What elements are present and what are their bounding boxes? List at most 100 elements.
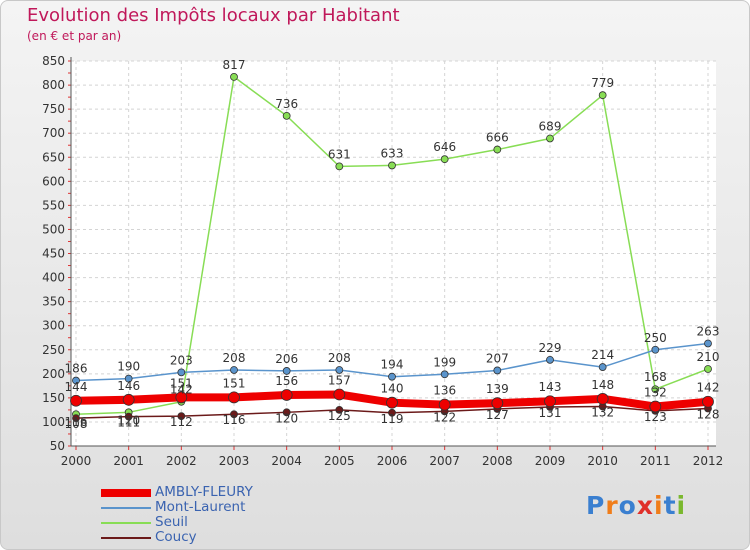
data-label-coucy: 112 bbox=[170, 415, 193, 429]
data-label-mont-laurent: 208 bbox=[223, 351, 246, 365]
data-point-mont-laurent bbox=[388, 372, 396, 381]
data-point-mont-laurent bbox=[598, 363, 607, 371]
legend-label: Mont-Laurent bbox=[155, 499, 246, 515]
logo-letter: P bbox=[586, 491, 606, 520]
y-tick-label: 650 bbox=[42, 150, 65, 164]
data-point-seuil bbox=[282, 111, 291, 120]
data-label-mont-laurent: 250 bbox=[644, 331, 667, 345]
data-point-seuil bbox=[651, 385, 660, 394]
data-point-ambly-fleury bbox=[280, 389, 293, 401]
data-point-seuil bbox=[493, 145, 502, 154]
data-label-ambly-fleury: 148 bbox=[591, 378, 614, 392]
y-tick-label: 50 bbox=[50, 439, 65, 453]
x-tick-label: 2011 bbox=[640, 454, 671, 468]
data-label-ambly-fleury: 132 bbox=[644, 386, 667, 400]
legend-swatch bbox=[101, 489, 151, 497]
data-label-mont-laurent: 190 bbox=[117, 360, 140, 374]
data-point-seuil bbox=[230, 72, 238, 81]
x-tick-label: 2008 bbox=[482, 454, 513, 468]
data-label-coucy: 119 bbox=[381, 412, 404, 426]
legend-item-ambly-fleury: AMBLY-FLEURY bbox=[101, 484, 321, 500]
legend-label: Coucy bbox=[155, 529, 197, 545]
x-tick-label: 2006 bbox=[377, 454, 408, 468]
data-label-mont-laurent: 194 bbox=[381, 358, 404, 372]
x-tick-label: 2003 bbox=[219, 454, 250, 468]
x-tick-label: 2009 bbox=[535, 454, 566, 468]
proxiti-logo[interactable]: Proxiti bbox=[586, 491, 686, 520]
legend-label: AMBLY-FLEURY bbox=[155, 484, 253, 500]
data-label-mont-laurent: 207 bbox=[486, 351, 509, 365]
y-tick-label: 700 bbox=[42, 126, 65, 140]
data-label-coucy: 128 bbox=[697, 407, 720, 421]
y-tick-label: 550 bbox=[42, 198, 65, 212]
data-point-coucy bbox=[72, 414, 80, 422]
y-tick-label: 750 bbox=[42, 102, 65, 116]
data-label-mont-laurent: 199 bbox=[433, 355, 456, 369]
data-label-mont-laurent: 263 bbox=[697, 324, 720, 338]
data-point-coucy bbox=[124, 412, 133, 421]
y-tick-label: 350 bbox=[42, 295, 65, 309]
data-point-ambly-fleury bbox=[70, 394, 82, 407]
data-point-coucy bbox=[177, 412, 186, 421]
chart-subtitle: (en € et par an) bbox=[27, 29, 122, 43]
chart-title: Evolution des Impôts locaux par Habitant bbox=[27, 5, 400, 26]
data-label-ambly-fleury: 156 bbox=[275, 374, 298, 388]
data-point-mont-laurent bbox=[704, 339, 712, 348]
data-label-seuil: 666 bbox=[486, 131, 509, 145]
legend-label: Seuil bbox=[155, 514, 188, 530]
x-tick-label: 2004 bbox=[271, 454, 302, 468]
data-point-mont-laurent bbox=[546, 355, 554, 364]
y-tick-label: 450 bbox=[42, 247, 65, 261]
legend-swatch bbox=[101, 537, 151, 539]
data-point-ambly-fleury bbox=[438, 398, 451, 411]
y-tick-label: 500 bbox=[42, 222, 65, 236]
data-point-ambly-fleury bbox=[491, 397, 504, 410]
y-tick-label: 850 bbox=[42, 54, 65, 68]
data-point-mont-laurent bbox=[440, 370, 449, 379]
data-label-seuil: 817 bbox=[223, 58, 246, 72]
data-label-seuil: 120 bbox=[117, 413, 140, 427]
data-label-ambly-fleury: 139 bbox=[486, 382, 509, 396]
data-point-seuil bbox=[440, 155, 449, 164]
data-label-seuil: 631 bbox=[328, 147, 351, 161]
data-point-mont-laurent bbox=[335, 366, 344, 374]
data-label-seuil: 168 bbox=[644, 370, 667, 384]
data-label-mont-laurent: 206 bbox=[275, 352, 298, 366]
y-tick-label: 300 bbox=[42, 319, 65, 333]
logo-letter: r bbox=[605, 491, 619, 520]
data-label-mont-laurent: 214 bbox=[591, 348, 614, 362]
data-label-ambly-fleury: 142 bbox=[697, 381, 720, 395]
data-label-ambly-fleury: 151 bbox=[223, 376, 246, 390]
data-label-coucy: 132 bbox=[591, 406, 614, 420]
y-tick-label: 150 bbox=[42, 391, 65, 405]
data-label-coucy: 108 bbox=[65, 417, 88, 431]
data-point-ambly-fleury bbox=[175, 391, 188, 404]
data-point-ambly-fleury bbox=[333, 388, 346, 401]
data-point-ambly-fleury bbox=[649, 400, 662, 413]
data-label-coucy: 120 bbox=[275, 411, 298, 425]
data-label-ambly-fleury: 143 bbox=[539, 380, 562, 394]
data-label-seuil: 142 bbox=[170, 383, 193, 397]
data-point-seuil bbox=[388, 161, 396, 170]
data-label-mont-laurent: 203 bbox=[170, 353, 193, 367]
legend: AMBLY-FLEURY Mont-Laurent Seuil Coucy bbox=[101, 484, 321, 545]
data-point-mont-laurent bbox=[493, 366, 502, 375]
data-label-coucy: 122 bbox=[433, 410, 456, 424]
y-tick-label: 250 bbox=[42, 343, 65, 357]
legend-item-mont-laurent: Mont-Laurent bbox=[101, 499, 321, 515]
data-label-mont-laurent: 186 bbox=[65, 362, 88, 376]
y-tick-label: 400 bbox=[42, 271, 65, 285]
x-tick-label: 2010 bbox=[587, 454, 618, 468]
data-label-mont-laurent: 229 bbox=[539, 341, 562, 355]
data-point-ambly-fleury bbox=[228, 391, 240, 404]
data-point-coucy bbox=[335, 406, 344, 414]
x-tick-label: 2012 bbox=[693, 454, 724, 468]
x-tick-label: 2001 bbox=[113, 454, 144, 468]
data-label-ambly-fleury: 151 bbox=[170, 376, 193, 390]
data-label-seuil: 210 bbox=[697, 350, 720, 364]
data-point-ambly-fleury bbox=[386, 396, 398, 409]
data-label-ambly-fleury: 136 bbox=[433, 384, 456, 398]
data-point-seuil bbox=[704, 365, 712, 373]
data-label-coucy: 123 bbox=[644, 410, 667, 424]
